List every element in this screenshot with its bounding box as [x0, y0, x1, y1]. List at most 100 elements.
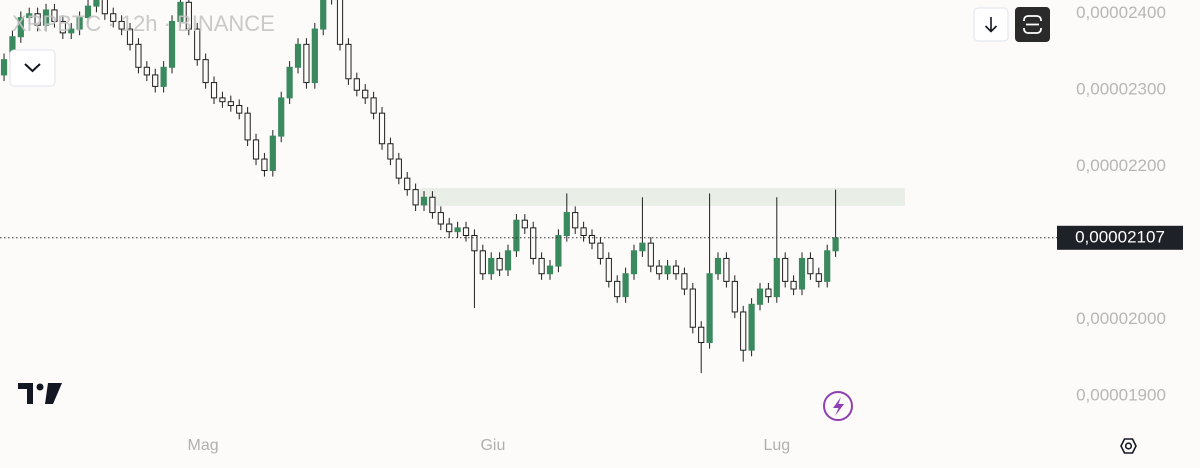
candle-body	[126, 28, 134, 45]
candle-body	[521, 219, 528, 229]
settings-button[interactable]	[1120, 438, 1137, 454]
candle-body	[101, 0, 108, 15]
candle-body	[353, 78, 360, 91]
candle-body	[714, 257, 722, 275]
candle-body	[269, 135, 276, 172]
candle-body	[832, 237, 839, 252]
candle-body	[370, 97, 377, 114]
tradingview-logo[interactable]	[18, 383, 62, 404]
candle-body	[815, 273, 822, 282]
candle-body	[563, 212, 570, 236]
y-tick-label: 0,00002400	[1076, 3, 1166, 22]
x-tick-label: Lug	[763, 437, 790, 454]
candle-body	[513, 219, 520, 252]
candle-body	[588, 234, 596, 244]
candle-body	[504, 250, 512, 271]
candle-body	[194, 28, 201, 61]
last-price-box	[1057, 225, 1183, 250]
candle-body	[168, 20, 176, 68]
symbol-dropdown[interactable]	[9, 49, 56, 87]
candle-body	[622, 273, 629, 298]
candle-body	[34, 13, 41, 26]
candle-body	[261, 158, 268, 172]
candle-body	[496, 257, 503, 271]
candle-body	[219, 97, 226, 103]
logo-t	[18, 383, 33, 404]
lightning-button[interactable]	[823, 391, 853, 421]
candle-body	[656, 265, 663, 275]
settings-hex[interactable]	[1120, 438, 1137, 454]
candle-body	[597, 242, 604, 259]
fullscreen-button[interactable]	[1015, 7, 1050, 42]
candle-body	[202, 59, 209, 84]
candle-body	[42, 9, 50, 26]
resistance-zone	[420, 188, 905, 206]
candle-body	[798, 257, 806, 290]
candle-body	[395, 158, 402, 179]
candle-body	[530, 227, 537, 259]
candle-body	[773, 257, 780, 298]
candle-body	[0, 59, 8, 76]
candle-body	[252, 139, 260, 160]
candle-body	[76, 17, 83, 30]
candle-body	[26, 13, 33, 19]
candle-body	[681, 273, 688, 290]
candle-body	[135, 43, 142, 68]
candle-body	[210, 82, 218, 99]
candle-body	[580, 227, 587, 236]
candle-body	[286, 66, 293, 99]
candle-body	[362, 89, 369, 99]
candle-body	[765, 288, 772, 298]
candle-body	[731, 280, 738, 313]
candle-body	[336, 0, 344, 45]
candle-body	[689, 288, 696, 328]
chart-title: XRPBTC · 12h · BINANCE	[12, 11, 275, 36]
arrow-icon	[984, 17, 998, 33]
candle-body	[748, 303, 755, 351]
candle-body	[303, 43, 310, 84]
candle-body	[294, 43, 302, 68]
lightning-icon	[833, 397, 844, 416]
candle-body	[420, 196, 428, 206]
candle-body	[51, 9, 58, 22]
candle-body	[488, 257, 495, 275]
dropdown-button[interactable]	[9, 49, 56, 87]
candle-body	[605, 257, 612, 282]
candle-body	[244, 112, 251, 141]
y-tick-label: 0,00001900	[1076, 386, 1166, 405]
logo-dot	[36, 383, 44, 391]
candle-body	[672, 265, 680, 275]
candle-body	[59, 20, 66, 34]
candle-body	[93, 0, 100, 7]
candle-body	[378, 112, 386, 145]
candle-body	[454, 227, 461, 233]
scroll-button[interactable]	[973, 7, 1009, 42]
lightning-ring[interactable]	[823, 391, 853, 421]
candle-body	[412, 189, 419, 206]
chevron-icon	[24, 63, 41, 73]
candle-body	[740, 311, 747, 351]
candle-body	[84, 5, 92, 19]
candle-body	[723, 257, 730, 282]
candle-body	[320, 0, 327, 30]
candle-body	[404, 177, 411, 191]
candle-body	[538, 257, 545, 275]
candle-body	[387, 143, 394, 160]
candle-body	[68, 28, 75, 34]
candle-body	[572, 212, 579, 229]
x-tick-label: Mag	[188, 437, 219, 454]
candle-body	[177, 1, 184, 22]
candle-body	[664, 265, 671, 275]
candle-body	[227, 101, 234, 107]
candle-body	[639, 242, 646, 252]
candle-body	[614, 280, 621, 298]
candle-body	[555, 234, 562, 267]
logo-v	[45, 383, 62, 404]
candle-body	[706, 273, 713, 344]
settings-center	[1124, 442, 1133, 450]
candle-body	[278, 97, 285, 137]
candle-body	[118, 20, 125, 30]
candle-body	[698, 326, 705, 344]
